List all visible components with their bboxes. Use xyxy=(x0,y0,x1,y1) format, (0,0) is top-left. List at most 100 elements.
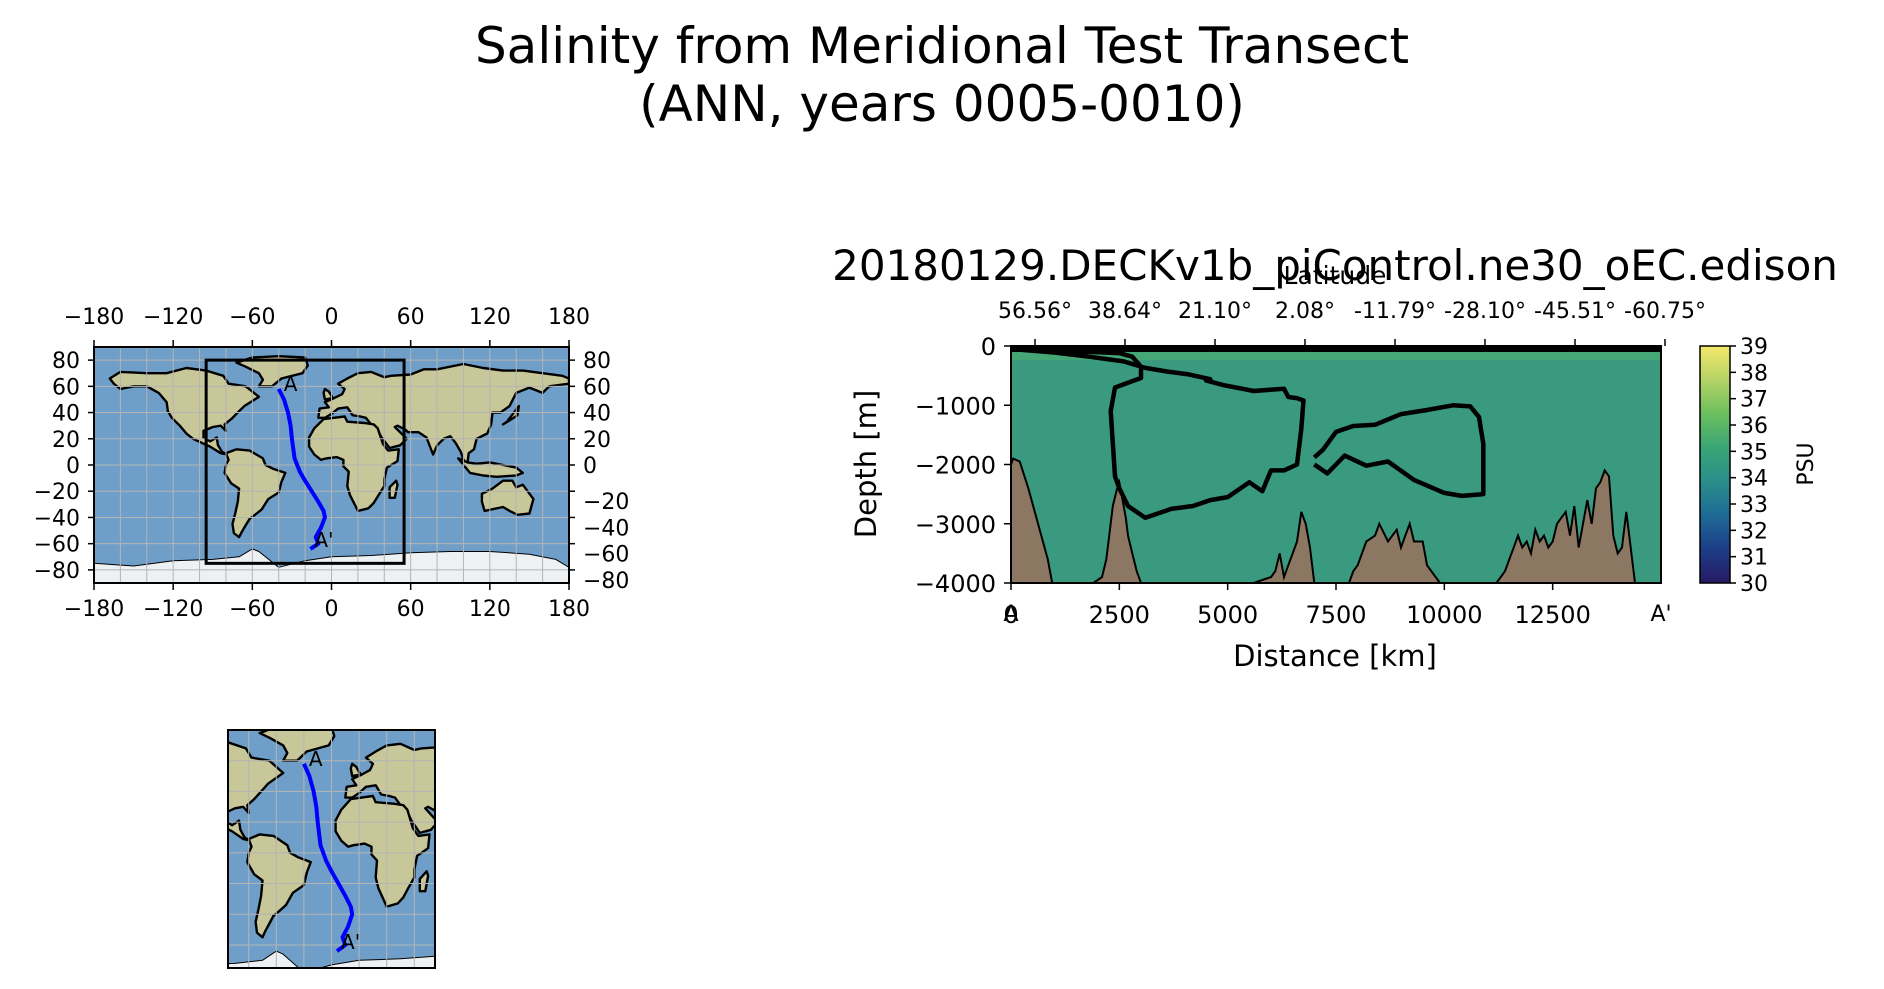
map-top-tick-label: 120 xyxy=(469,305,511,330)
map-bottom-tick-label: −120 xyxy=(143,597,203,622)
map-right-tick-label: 60 xyxy=(583,375,611,400)
map-left-tick-label: −80 xyxy=(34,559,80,584)
map-right-tick-label: −80 xyxy=(583,569,629,594)
colorbar-tick-label: 39 xyxy=(1740,335,1768,360)
eurasia xyxy=(344,742,435,835)
map-left-tick-label: 0 xyxy=(66,454,80,479)
depth-ticks: 0 −1000 −2000 −3000 −4000 xyxy=(915,333,1011,598)
map-left-tick-label: 60 xyxy=(52,375,80,400)
japan xyxy=(501,404,521,426)
map-top-tick-label: −180 xyxy=(64,305,124,330)
inset-gridlines xyxy=(228,730,435,968)
australia xyxy=(480,479,535,516)
map-top-tick-label: 0 xyxy=(325,305,339,330)
colorbar-tick-label: 32 xyxy=(1740,519,1768,544)
map-top-tick-label: −120 xyxy=(143,305,203,330)
salinity-section-plot: 20180129.DECKv1b_piControl.ne30_oEC.edis… xyxy=(832,241,1838,673)
colorbar-tick-label: 33 xyxy=(1740,493,1768,518)
transect-start-label: A xyxy=(284,372,298,396)
colorbar-gradient xyxy=(1700,346,1730,583)
map-left-tick-label: −20 xyxy=(34,480,80,505)
madagascar xyxy=(418,870,430,893)
distance-tick-label: 12500 xyxy=(1514,601,1590,629)
madagascar xyxy=(388,479,399,499)
depth-tick-label: −2000 xyxy=(915,452,996,480)
south-america xyxy=(246,833,312,939)
contour-35-psu-inner xyxy=(1312,403,1486,499)
map-left-tick-label: 40 xyxy=(52,402,80,427)
region-box xyxy=(204,358,406,565)
map-left-tick-label: 20 xyxy=(52,428,80,453)
distance-ticks: 0 2500 5000 7500 10000 12500 xyxy=(1003,583,1591,629)
map-right-tick-label: 40 xyxy=(583,402,611,427)
depth-tick-label: −3000 xyxy=(915,511,996,539)
greenland xyxy=(258,730,336,762)
depth-tick-label: −1000 xyxy=(915,392,996,420)
distance-tick-label: 5000 xyxy=(1197,601,1258,629)
latitude-ticks: 56.56° 38.64° 21.10° 2.08° -11.79° -28.10° -45… xyxy=(998,299,1706,346)
map-top-ticks: −180 −120 −60 0 60 120 180 xyxy=(64,305,590,347)
latitude-tick-label: -28.10° xyxy=(1444,299,1526,324)
map-bottom-tick-label: 120 xyxy=(469,597,511,622)
colorbar-tick-label: 36 xyxy=(1740,414,1768,439)
map-right-tick-label: 0 xyxy=(583,454,597,479)
colorbar-tick-label: 34 xyxy=(1740,467,1768,492)
figure-title-line1: Salinity from Meridional Test Transect xyxy=(474,17,1410,75)
colorbar-tick-label: 35 xyxy=(1740,440,1768,465)
distance-tick-label: 2500 xyxy=(1089,601,1150,629)
south-america xyxy=(223,448,287,539)
map-right-tick-label: 20 xyxy=(583,428,611,453)
latitude-tick-label: 56.56° xyxy=(998,299,1072,324)
latitude-tick-label: 38.64° xyxy=(1088,299,1162,324)
map-right-tick-label: −40 xyxy=(583,516,629,541)
map-bottom-tick-label: 60 xyxy=(397,597,425,622)
transect-end-label: A' xyxy=(314,528,333,552)
map-left-tick-label: −60 xyxy=(34,533,80,558)
depth-tick-label: −4000 xyxy=(915,570,996,598)
section-end-label: A' xyxy=(1650,602,1671,627)
map-top-tick-label: 60 xyxy=(397,305,425,330)
indonesia xyxy=(457,457,524,478)
latitude-axis-label: Latitude xyxy=(1284,261,1387,290)
latitude-tick-label: -11.79° xyxy=(1354,299,1436,324)
distance-tick-label: 0 xyxy=(1003,601,1018,629)
map-bottom-tick-label: −180 xyxy=(64,597,124,622)
inset-transect-end-label: A' xyxy=(341,930,360,954)
inset-transect-start-label: A xyxy=(309,747,323,771)
map-gridlines xyxy=(94,347,569,583)
map-top-tick-label: −60 xyxy=(229,305,275,330)
colorbar-frame xyxy=(1699,345,1731,584)
map-right-tick-label: −60 xyxy=(583,543,629,568)
colorbar-tick-label: 38 xyxy=(1740,361,1768,386)
section-title: 20180129.DECKv1b_piControl.ne30_oEC.edis… xyxy=(832,241,1838,290)
x-axis-label: Distance [km] xyxy=(1233,639,1437,673)
figure-title-line2: (ANN, years 0005-0010) xyxy=(639,75,1245,133)
latitude-tick-label: 2.08° xyxy=(1275,299,1335,324)
map-bottom-ticks: −180 −120 −60 0 60 120 180 xyxy=(64,583,590,622)
map-bottom-tick-label: 0 xyxy=(325,597,339,622)
contour-35-psu-outer xyxy=(1011,346,1306,521)
japan xyxy=(539,784,556,806)
latitude-tick-label: -60.75° xyxy=(1624,299,1706,324)
antarctica xyxy=(228,950,435,968)
indonesia xyxy=(492,845,560,867)
inset-land-masses xyxy=(228,730,570,968)
colorbar-tick-label: 37 xyxy=(1740,388,1768,413)
eurasia xyxy=(317,362,569,465)
y-axis-label: Depth [m] xyxy=(849,390,883,538)
map-left-tick-label: 80 xyxy=(52,349,80,374)
latitude-tick-label: 21.10° xyxy=(1178,299,1252,324)
australia xyxy=(516,871,570,911)
transect-line xyxy=(276,388,327,551)
regional-inset-map: A A' xyxy=(227,729,570,969)
map-top-tick-label: 180 xyxy=(548,305,590,330)
map-bottom-tick-label: 180 xyxy=(548,597,590,622)
section-start-label: A xyxy=(1003,602,1018,627)
colorbar-tick-label: 30 xyxy=(1740,572,1768,597)
colorbar-label: PSU xyxy=(1794,442,1819,485)
